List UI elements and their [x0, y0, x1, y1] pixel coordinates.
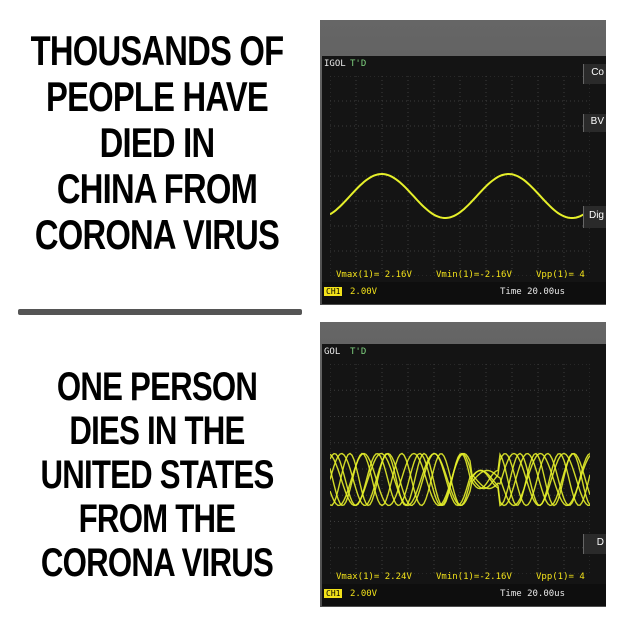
vmax-readout: Vmax(1)= 2.16V [336, 270, 412, 280]
side-menu-tab: D [583, 534, 606, 554]
signal-trace [330, 452, 590, 507]
caption-bottom: ONE PERSON DIES IN THE UNITED STATES FRO… [28, 365, 285, 585]
scope-brand: GOL [324, 347, 341, 357]
side-menu-tab: Co [583, 64, 606, 84]
vmin-readout: Vmin(1)=-2.16V [436, 270, 512, 280]
side-label: Dig [588, 210, 604, 221]
signal-trace [330, 452, 590, 507]
vmin-readout: Vmin(1)=-2.16V [436, 572, 512, 582]
oscilloscope-photo-top: IGOL T'D Co BV Dig Vmax(1)= 2.16V Vmin(1… [320, 20, 606, 305]
side-label: D [596, 537, 604, 548]
side-menu-tab: Dig [583, 206, 606, 228]
timebase: Time 20.00us [500, 287, 566, 297]
caption-top: THOUSANDS OF PEOPLE HAVE DIED IN CHINA F… [28, 28, 285, 258]
caption-line: DIED IN [99, 119, 215, 166]
vpp-readout: Vpp(1)= 4 [536, 270, 585, 280]
timebase: Time 20.00us [500, 589, 566, 599]
scope-brand: IGOL [324, 59, 346, 69]
trace-plot [330, 364, 590, 574]
status-bar: CH1 2.00V Time 20.00us [322, 584, 606, 606]
caption-line: CORONA VIRUS [34, 211, 280, 258]
scope-screen: GOL T'D D Vmax(1)= 2.24V Vmin(1)=-2.16V … [322, 344, 606, 606]
caption-line: UNITED STATES [40, 453, 274, 497]
trigger-state: T'D [350, 347, 367, 357]
scope-screen: IGOL T'D Co BV Dig Vmax(1)= 2.16V Vmin(1… [322, 56, 606, 304]
vmax-readout: Vmax(1)= 2.24V [336, 572, 412, 582]
signal-trace [330, 452, 590, 507]
volts-per-div: 2.00V [350, 589, 378, 599]
caption-line: DIES IN THE [69, 409, 245, 453]
status-bar: CH1 2.00V Time 20.00us [322, 282, 606, 304]
side-label: BV [590, 116, 604, 127]
caption-line: PEOPLE HAVE [45, 73, 269, 120]
volts-per-div: 2.00V [350, 287, 378, 297]
side-menu-tab: BV [583, 114, 606, 132]
caption-line: CORONA VIRUS [40, 541, 274, 585]
signal-trace [330, 172, 590, 220]
channel-badge: CH1 [324, 589, 343, 598]
caption-line: ONE PERSON [56, 365, 258, 409]
channel-badge: CH1 [324, 287, 343, 296]
side-label: Co [591, 67, 604, 78]
vpp-readout: Vpp(1)= 4 [536, 572, 585, 582]
signal-trace [330, 452, 590, 507]
oscilloscope-photo-bottom: GOL T'D D Vmax(1)= 2.24V Vmin(1)=-2.16V … [320, 322, 606, 607]
caption-line: FROM THE [78, 497, 236, 541]
trace-plot [330, 76, 590, 276]
divider [18, 309, 302, 315]
caption-line: CHINA FROM [56, 165, 258, 212]
trigger-state: T'D [350, 59, 367, 69]
caption-line: THOUSANDS OF [30, 27, 284, 74]
